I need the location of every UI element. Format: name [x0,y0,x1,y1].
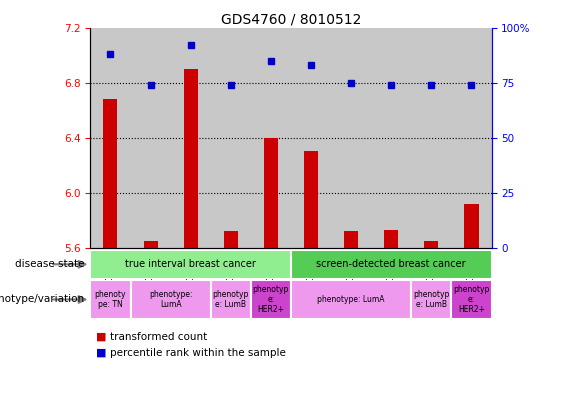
Text: phenoty
pe: TN: phenoty pe: TN [95,290,126,309]
Bar [90,250,291,279]
Bar [211,28,251,248]
Bar [224,231,238,248]
Bar [264,138,278,248]
Bar [291,250,492,279]
Bar [344,231,358,248]
Text: screen-detected breast cancer: screen-detected breast cancer [316,259,466,269]
Bar [171,28,211,248]
Text: percentile rank within the sample: percentile rank within the sample [110,347,286,358]
Text: genotype/variation: genotype/variation [0,294,85,305]
Bar [211,280,251,319]
Bar [304,151,318,248]
Text: phenotyp
e:
HER2+: phenotyp e: HER2+ [453,285,490,314]
Bar [291,280,411,319]
Bar [451,28,492,248]
Bar [424,241,438,248]
Bar [291,28,331,248]
Bar [131,280,211,319]
Text: phenotype: LumA: phenotype: LumA [318,295,385,304]
Bar [131,28,171,248]
Bar [251,28,291,248]
Bar [411,28,451,248]
Bar [251,280,291,319]
Text: true interval breast cancer: true interval breast cancer [125,259,256,269]
Text: phenotyp
e: LumB: phenotyp e: LumB [413,290,450,309]
Bar [184,69,198,248]
Bar [90,280,131,319]
Bar [144,241,158,248]
Bar [90,28,131,248]
Text: ■: ■ [96,347,107,358]
Text: phenotyp
e:
HER2+: phenotyp e: HER2+ [253,285,289,314]
Bar [464,204,479,248]
Bar [371,28,411,248]
Text: disease state: disease state [15,259,85,269]
Text: ■: ■ [96,332,107,342]
Title: GDS4760 / 8010512: GDS4760 / 8010512 [221,12,361,26]
Text: phenotyp
e: LumB: phenotyp e: LumB [212,290,249,309]
Bar [411,280,451,319]
Text: transformed count: transformed count [110,332,207,342]
Bar [331,28,371,248]
Bar [103,99,118,248]
Bar [384,230,398,248]
Bar [451,280,492,319]
Text: phenotype:
LumA: phenotype: LumA [149,290,192,309]
